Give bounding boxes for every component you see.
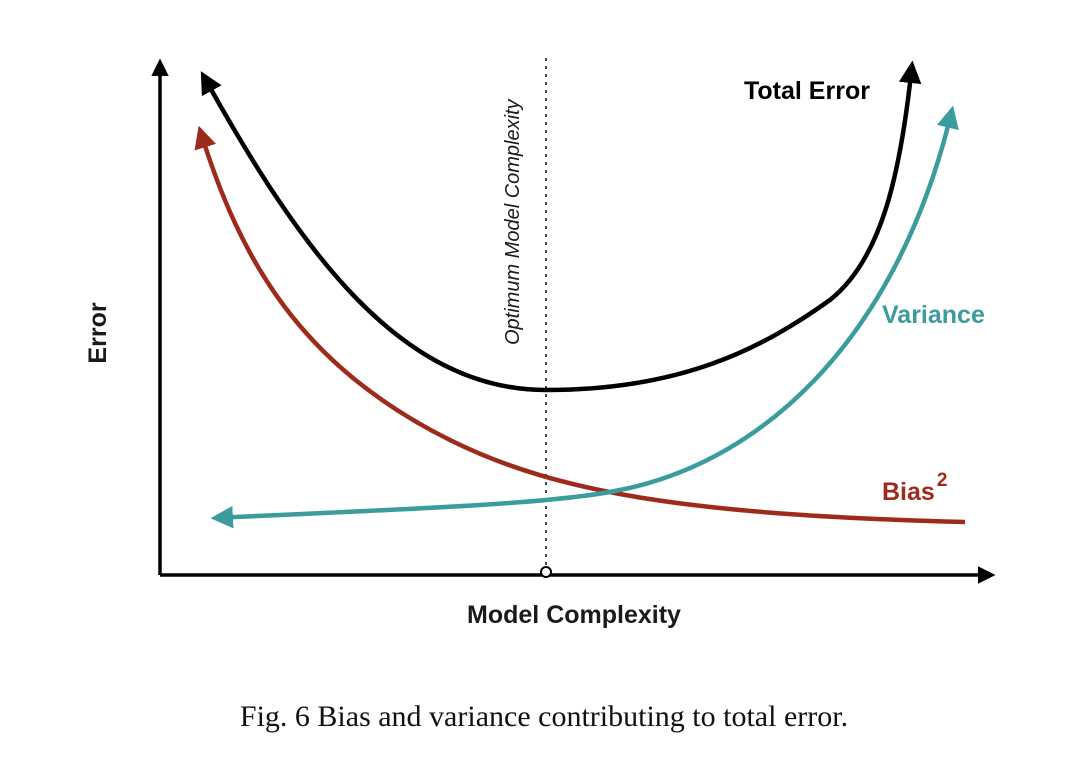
bias-label-text: Bias bbox=[882, 478, 935, 506]
bias-label: Bias 2 bbox=[882, 470, 947, 506]
figure-caption: Fig. 6 Bias and variance contributing to… bbox=[239, 700, 849, 733]
x-axis-title: Model Complexity bbox=[467, 601, 681, 629]
bias-curve bbox=[194, 125, 966, 525]
total-error-curve bbox=[200, 60, 922, 393]
bias-label-superscript: 2 bbox=[937, 470, 948, 491]
optimum-label: Optimum Model Complexity bbox=[502, 98, 524, 345]
variance-curve bbox=[210, 105, 959, 529]
total-error-label: Total Error bbox=[744, 77, 870, 105]
optimum-marker bbox=[540, 566, 552, 578]
y-axis-title: Error bbox=[84, 302, 112, 363]
variance-label: Variance bbox=[882, 301, 985, 329]
